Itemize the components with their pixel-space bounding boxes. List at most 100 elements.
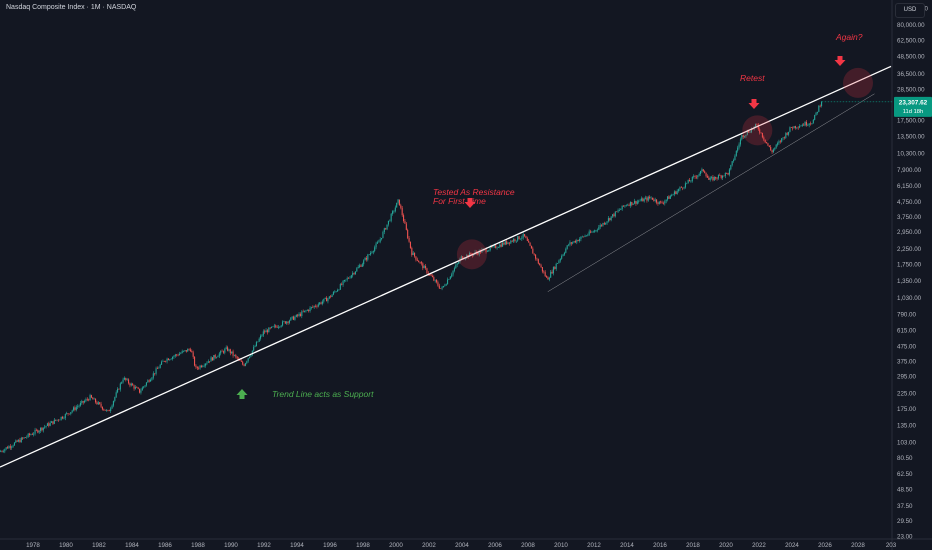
candle-body <box>147 380 149 383</box>
candle-body <box>774 147 776 150</box>
x-tick-label: 1982 <box>92 542 106 549</box>
candle-body <box>495 245 497 248</box>
y-tick-label: 48,500.00 <box>897 53 925 60</box>
candle-body <box>308 309 310 312</box>
candle-body <box>636 201 638 204</box>
candle-body <box>768 145 770 148</box>
retest-circle[interactable] <box>742 115 773 146</box>
x-axis[interactable]: 1978 1980 1982 1984 1986 1988 1990 1992 1994 1996… <box>26 542 897 549</box>
candle-body <box>804 121 806 126</box>
arrow-up-icon[interactable] <box>236 389 248 399</box>
candle-body <box>376 242 378 244</box>
projected-touch-circle[interactable] <box>843 67 873 98</box>
candle-body <box>293 316 295 320</box>
candle-body <box>552 267 554 274</box>
candle-body <box>272 326 274 328</box>
candle-body <box>331 294 333 298</box>
candle-body <box>686 182 688 184</box>
lower-parallel-line[interactable] <box>547 93 875 292</box>
candle-body <box>722 175 724 178</box>
candle-body <box>136 387 138 388</box>
candle-body <box>309 307 311 312</box>
candle-body <box>161 361 163 365</box>
candle-body <box>757 124 759 130</box>
candle-body <box>499 244 501 248</box>
y-tick-label: 295.00 <box>897 373 916 380</box>
candle-body <box>156 368 158 370</box>
arrow-down-icon[interactable] <box>834 56 846 66</box>
candle-body <box>233 355 235 356</box>
candle-body <box>126 379 128 381</box>
candle-body <box>625 205 627 206</box>
candle-body <box>121 382 123 384</box>
candle-body <box>591 231 593 233</box>
candle-body <box>607 218 609 222</box>
candle-body <box>470 253 472 255</box>
candle-body <box>661 202 663 204</box>
candle-body <box>33 433 35 435</box>
candle-body <box>598 227 600 230</box>
candle-body <box>90 395 92 398</box>
candle-body <box>624 205 626 207</box>
candle-body <box>187 349 189 352</box>
candle-body <box>481 249 483 253</box>
candle-body <box>122 379 124 383</box>
y-tick-label: 2,950.00 <box>897 229 922 236</box>
y-tick-label: 10,300.00 <box>897 151 925 158</box>
candle-body <box>323 298 325 302</box>
candle-body <box>396 202 398 208</box>
candle-body <box>51 421 53 423</box>
y-tick-label: 1,350.00 <box>897 278 922 285</box>
candle-body <box>321 301 323 304</box>
candle-body <box>260 335 262 339</box>
candle-body <box>711 176 713 178</box>
candle-body <box>145 382 147 386</box>
candle-body <box>371 252 373 253</box>
candle-body <box>326 297 328 302</box>
resistance-test-circle[interactable] <box>456 239 487 270</box>
y-tick-label: 4,750.00 <box>897 199 922 206</box>
candle-body <box>134 387 136 389</box>
candle-body <box>561 255 563 259</box>
arrow-down-icon[interactable] <box>464 198 476 208</box>
main-trend-line[interactable] <box>0 65 892 468</box>
candle-body <box>350 275 352 278</box>
candle-body <box>60 416 62 420</box>
price-tag[interactable] <box>894 96 932 117</box>
candle-body <box>559 258 561 261</box>
candle-body <box>353 273 355 274</box>
candle-body <box>192 352 194 357</box>
candle-body <box>85 399 87 401</box>
candle-body <box>408 237 410 242</box>
candle-body <box>224 349 226 353</box>
candle-body <box>445 284 447 286</box>
candle-body <box>379 239 381 242</box>
arrow-down-icon[interactable] <box>748 99 760 109</box>
candle-body <box>390 213 392 221</box>
candle-body <box>565 248 567 253</box>
candle-body <box>294 316 296 320</box>
x-tick-label: 2026 <box>818 542 832 549</box>
candle-body <box>393 211 395 212</box>
candle-body <box>493 245 495 246</box>
candle-body <box>526 238 528 241</box>
currency-button[interactable]: USD <box>895 3 925 18</box>
x-tick-label: 2018 <box>686 542 700 549</box>
candle-body <box>162 361 164 362</box>
candle-body <box>12 445 14 447</box>
candle-body <box>735 150 737 156</box>
candle-body <box>679 187 681 190</box>
candle-body <box>529 242 531 246</box>
candle-body <box>580 236 582 240</box>
candle-body <box>801 124 803 126</box>
candle-body <box>489 246 491 251</box>
candle-body <box>64 414 66 419</box>
candle-body <box>537 259 539 264</box>
candle-body <box>506 241 508 244</box>
candle-body <box>704 171 706 173</box>
candle-body <box>239 359 241 361</box>
y-tick-label: 175.00 <box>897 406 916 413</box>
candle-body <box>458 262 460 264</box>
candle-body <box>84 400 86 403</box>
